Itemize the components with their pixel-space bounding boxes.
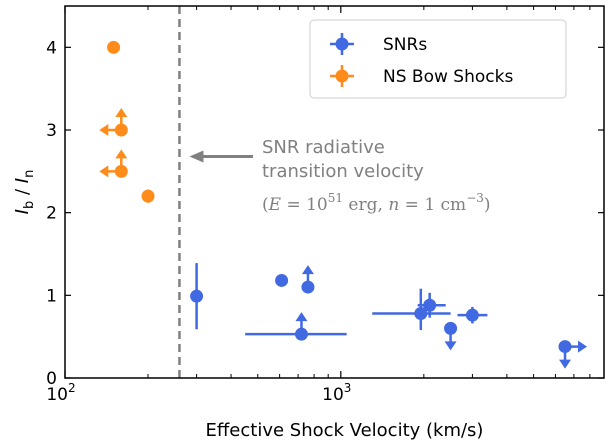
formula-exp2: −3 [466,191,484,205]
y-tick-label: 4 [46,38,57,58]
y-label-sub-b: b [22,201,37,209]
snr-point [190,289,204,303]
y-axis-label: Ib / In [12,170,37,215]
snr-point [444,321,458,335]
formula-E: E [268,195,282,215]
formula-exp: 51 [328,191,343,205]
legend-items: SNRs NS Bow Shocks [330,33,513,87]
annotation-arrow-head [189,150,204,163]
snr-point [423,298,437,312]
ns-bow-shock-point [114,123,128,137]
snr-point [275,273,289,287]
snr-point [294,327,308,341]
limit-arrow-head [559,359,572,369]
y-label-sep: / [12,183,33,201]
annotation-formula: (E = 1051 erg, n = 1 cm−3) [262,191,491,215]
legend: SNRs NS Bow Shocks [309,19,567,99]
legend-label: NS Bow Shocks [383,67,513,87]
y-label-I2: I [12,178,33,183]
formula-n: n [388,195,399,215]
annotation-line-1: SNR radiative [262,137,385,158]
formula-eq2: = 1 cm [399,195,466,215]
ns-bow-shock-point [141,189,155,203]
y-tick-label: 3 [46,121,57,141]
y-tick-label: 2 [46,204,57,224]
y-label-sub-n: n [22,170,37,178]
legend-marker [335,69,349,83]
snr-point [414,307,428,321]
x-axis-label: Effective Shock Velocity (km/s) [206,420,484,441]
x-tick-label: 102 [46,381,75,405]
limit-arrow-head [99,124,109,136]
annotation-line-2: transition velocity [262,161,424,182]
legend-marker [335,37,349,51]
snr-point [465,308,479,322]
legend-label: SNRs [383,35,427,55]
snr-point [558,340,572,354]
x-tick-label: 103 [322,381,351,405]
limit-arrow-head [99,165,109,178]
limit-arrow-head [578,340,588,353]
limit-arrow-head [301,265,314,275]
formula-eq1: = 10 [281,195,328,215]
limit-arrow-head [295,312,308,322]
formula-close: ) [484,195,491,215]
limit-arrow-head [115,108,128,117]
y-label-I1: I [12,209,33,214]
ns-bow-shock-point [107,40,121,54]
limit-arrow-head [115,149,128,159]
annotation: SNR radiative transition velocity (E = 1… [189,137,491,215]
data-points-layer [99,40,588,369]
y-tick-label: 1 [46,286,57,306]
formula-erg: erg, [343,195,388,215]
formula-open: ( [262,195,269,215]
plot-frame [64,5,605,379]
ns-bow-shock-point [114,164,128,178]
limit-arrow-head [444,341,457,351]
snr-point [301,280,315,294]
y-tick-label: 0 [46,369,57,389]
legend-box [309,19,567,99]
